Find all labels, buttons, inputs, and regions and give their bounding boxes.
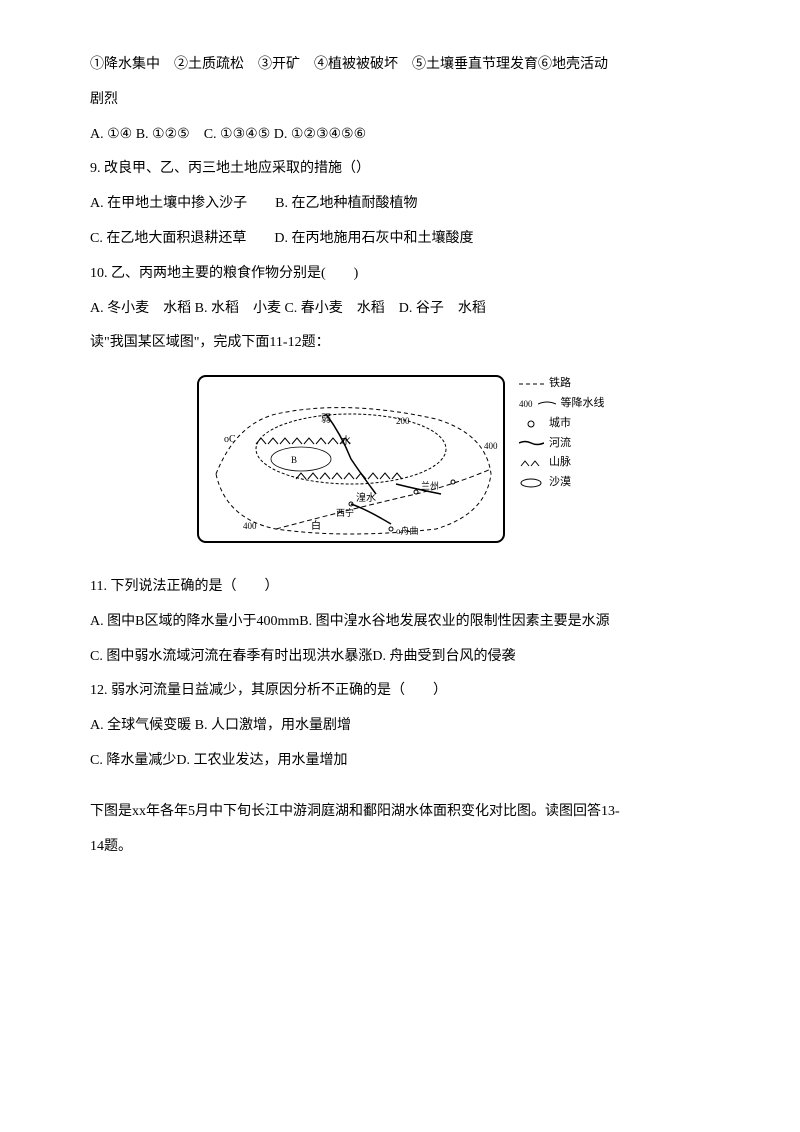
q13-intro1: 下图是xx年各年5月中下旬长江中游洞庭湖和鄱阳湖水体面积变化对比图。读图回答13…: [90, 797, 710, 828]
q10-answers: A. 冬小麦 水稻 B. 水稻 小麦 C. 春小麦 水稻 D. 谷子 水稻: [90, 294, 710, 325]
legend-river: 河流: [519, 434, 605, 454]
q11-title: 11. 下列说法正确的是（ ）: [90, 572, 710, 603]
q13-intro2: 14题。: [90, 832, 710, 863]
legend-railway: 铁路: [519, 374, 605, 394]
legend-label: 铁路: [549, 374, 571, 394]
svg-text:400: 400: [484, 441, 498, 451]
q10-title: 10. 乙、丙两地主要的粮食作物分别是( ): [90, 259, 710, 290]
map-legend: 铁路 400 等降水线 城市 河流 山脉 沙漠: [519, 374, 605, 493]
svg-text:湟水: 湟水: [356, 491, 376, 504]
q9-title: 9. 改良甲、乙、丙三地土地应采取的措施（）: [90, 154, 710, 185]
q8-line2: 剧烈: [90, 85, 710, 116]
legend-desert: 沙漠: [519, 473, 605, 493]
q12-title: 12. 弱水河流量日益减少，其原因分析不正确的是（ ）: [90, 676, 710, 707]
q9-option-c: C. 在乙地大面积退耕还草 D. 在丙地施用石灰中和土壤酸度: [90, 224, 710, 255]
legend-city: 城市: [519, 414, 605, 434]
legend-label: 山脉: [549, 453, 571, 473]
svg-text:兰州: 兰州: [421, 480, 439, 491]
q12-option-c: C. 降水量减少D. 工农业发达，用水量增加: [90, 746, 710, 777]
svg-text:o舟曲: o舟曲: [396, 525, 419, 536]
svg-text:B: B: [291, 455, 297, 465]
svg-text:白: 白: [311, 519, 321, 532]
map-figure: B 弱 水 湟水 白 oC 200 400 400 西宁 兰州 o舟曲 铁路 4…: [90, 374, 710, 557]
map-instruction: 读"我国某区域图"，完成下面11-12题：: [90, 328, 710, 359]
legend-label: 城市: [549, 414, 571, 434]
q11-option-a: A. 图中B区域的降水量小于400mmB. 图中湟水谷地发展农业的限制性因素主要…: [90, 607, 710, 638]
legend-contour: 400 等降水线: [519, 394, 605, 414]
q9-option-a: A. 在甲地土壤中掺入沙子 B. 在乙地种植耐酸植物: [90, 189, 710, 220]
map-svg: B 弱 水 湟水 白 oC 200 400 400 西宁 兰州 o舟曲: [196, 374, 506, 544]
svg-text:水: 水: [341, 435, 351, 447]
legend-label: 等降水线: [561, 394, 605, 414]
q12-option-a: A. 全球气候变暖 B. 人口激增，用水量剧增: [90, 711, 710, 742]
legend-label: 沙漠: [549, 473, 571, 493]
q11-option-c: C. 图中弱水流域河流在春季有时出现洪水暴涨D. 舟曲受到台风的侵袭: [90, 642, 710, 673]
q8-answers: A. ①④ B. ①②⑤ C. ①③④⑤ D. ①②③④⑤⑥: [90, 120, 710, 151]
legend-mountain: 山脉: [519, 453, 605, 473]
svg-text:弱: 弱: [321, 413, 331, 425]
svg-text:oC: oC: [224, 434, 236, 445]
q8-options: ①降水集中 ②土质疏松 ③开矿 ④植被被破坏 ⑤土壤垂直节理发育⑥地壳活动: [90, 50, 710, 81]
legend-label: 河流: [549, 434, 571, 454]
svg-text:400: 400: [243, 521, 257, 531]
svg-text:200: 200: [396, 416, 410, 426]
